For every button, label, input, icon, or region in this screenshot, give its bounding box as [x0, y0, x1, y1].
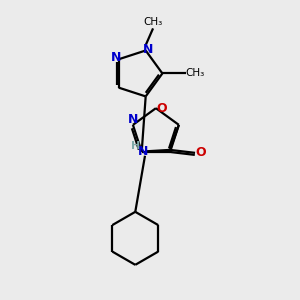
Text: CH₃: CH₃ [143, 17, 163, 27]
Text: N: N [128, 113, 138, 126]
Text: N: N [137, 145, 148, 158]
Text: N: N [111, 51, 122, 64]
Text: O: O [156, 102, 166, 115]
Text: N: N [143, 43, 153, 56]
Text: CH₃: CH₃ [185, 68, 204, 78]
Text: O: O [195, 146, 206, 159]
Text: H: H [131, 141, 140, 151]
